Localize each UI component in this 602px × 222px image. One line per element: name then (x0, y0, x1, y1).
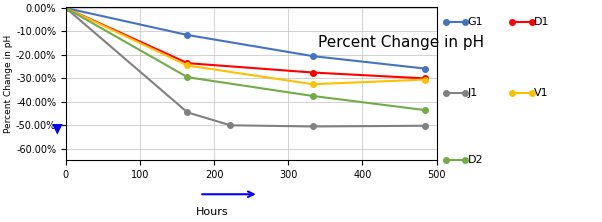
D1 (184, 62, 191, 64)
D2 (62, 7, 69, 9)
Line: D2: D2 (63, 5, 427, 113)
V1 (184, 64, 191, 67)
V1 (62, 7, 69, 9)
Text: Percent Change in pH: Percent Change in pH (318, 34, 484, 50)
J1 (309, 125, 317, 128)
J1 (62, 7, 69, 9)
G1 (62, 7, 69, 9)
D2 (184, 76, 191, 79)
Text: G1: G1 (468, 17, 483, 27)
Line: G1: G1 (63, 5, 427, 71)
Line: J1: J1 (63, 5, 427, 129)
D1 (62, 7, 69, 9)
G1 (184, 34, 191, 36)
D2 (309, 95, 317, 97)
Text: D1: D1 (534, 17, 550, 27)
D1 (421, 77, 428, 80)
Text: ▼: ▼ (52, 122, 63, 136)
J1 (421, 124, 428, 127)
Text: Hours: Hours (196, 207, 229, 217)
Line: D1: D1 (63, 5, 427, 81)
V1 (309, 83, 317, 86)
G1 (421, 67, 428, 70)
D2 (421, 109, 428, 111)
Y-axis label: Percent Change in pH: Percent Change in pH (4, 35, 13, 133)
Text: D2: D2 (468, 155, 483, 165)
D1 (309, 71, 317, 74)
Text: V1: V1 (534, 88, 548, 98)
V1 (421, 78, 428, 81)
Text: J1: J1 (468, 88, 478, 98)
Line: V1: V1 (63, 5, 427, 87)
J1 (227, 124, 234, 127)
J1 (184, 111, 191, 114)
G1 (309, 55, 317, 57)
